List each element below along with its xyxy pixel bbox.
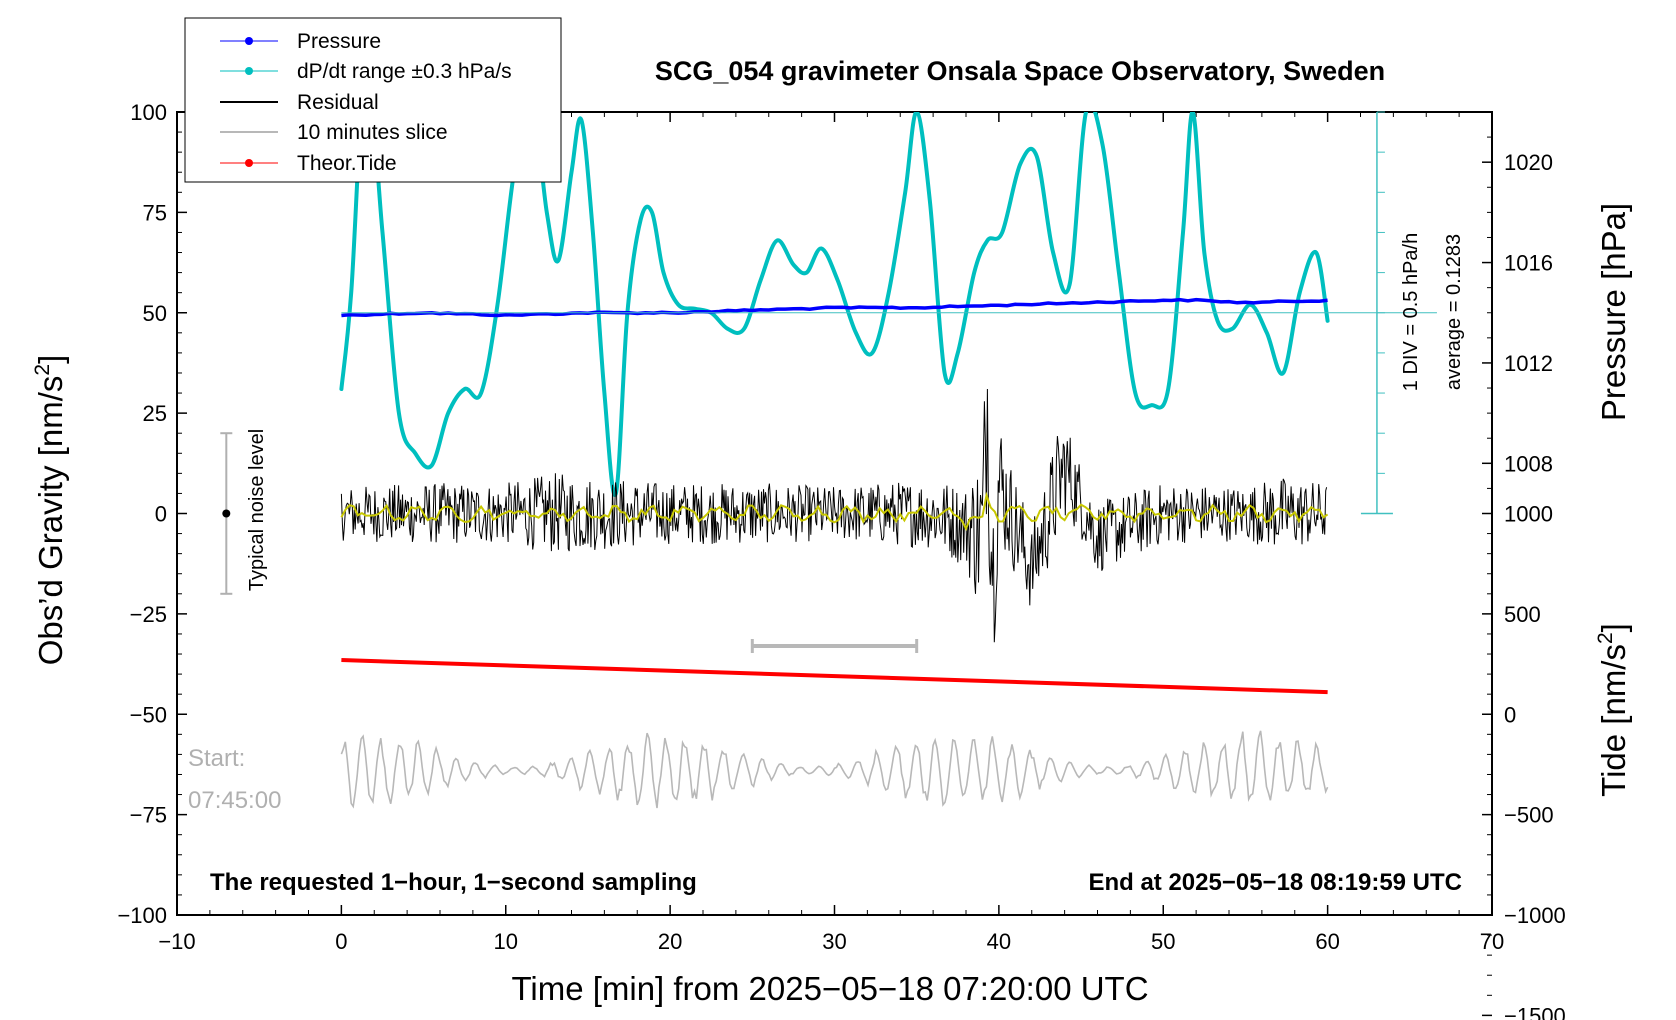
tide-tick-label: −1000 <box>1504 903 1566 928</box>
pressure-axis-title: Pressure [hPa] <box>1595 203 1632 421</box>
x-tick-label: 30 <box>822 929 846 954</box>
x-tick-label: 70 <box>1480 929 1504 954</box>
pressure-average-label: average = 0.1283 <box>1443 234 1465 390</box>
y-tick-label: 50 <box>143 301 167 326</box>
tide-axis-title-sup: 2 <box>1594 632 1617 644</box>
x-tick-label: 40 <box>987 929 1011 954</box>
legend-marker-pressure <box>245 37 253 45</box>
pressure-scale-label: 1 DIV = 0.5 hPa/h <box>1400 233 1422 391</box>
legend-item-dpdt: dP/dt range ±0.3 hPa/s <box>220 60 512 83</box>
x-tick-label: 60 <box>1315 929 1339 954</box>
footer-right-label: End at 2025−05−18 08:19:59 UTC <box>1088 869 1462 896</box>
tide-axis-title-main: Tide [nm/s <box>1595 644 1632 797</box>
legend-item-pressure: Pressure <box>220 30 381 53</box>
y-tick-label: 75 <box>143 200 167 225</box>
start-time: 07:45:00 <box>188 787 281 814</box>
tide-axis-ticks: −1500 −1000 −500 0 500 1000 <box>1482 502 1566 1020</box>
x-axis-ticks: −10 0 10 20 30 40 50 60 70 <box>158 112 1504 954</box>
legend-label-residual: Residual <box>297 91 379 114</box>
tide-axis-title-end: ] <box>1595 623 1632 632</box>
chart-title: SCG_054 gravimeter Onsala Space Observat… <box>655 56 1385 86</box>
start-label: Start: <box>188 745 245 772</box>
left-y-axis-title-end: ] <box>32 355 69 364</box>
noise-level-label: Typical noise level <box>246 429 268 591</box>
y-tick-label: 25 <box>143 401 167 426</box>
left-y-axis-title: Obs’d Gravity [nm/s2] <box>31 355 69 666</box>
y-tick-label: 0 <box>155 502 167 527</box>
tide-tick-label: −500 <box>1504 803 1554 828</box>
ten-minute-slice-line <box>340 730 1329 809</box>
pressure-tick-label: 1016 <box>1504 251 1553 276</box>
legend-item-tide: Theor.Tide <box>220 152 397 175</box>
tide-tick-label: −1500 <box>1504 1003 1566 1020</box>
legend-label-dpdt: dP/dt range ±0.3 hPa/s <box>297 60 512 83</box>
legend-label-tide: Theor.Tide <box>297 152 397 175</box>
tide-tick-label: 1000 <box>1504 502 1553 527</box>
tide-tick-label: 500 <box>1504 602 1541 627</box>
tide-axis-title: Tide [nm/s2] <box>1594 623 1632 797</box>
pressure-tick-label: 1020 <box>1504 150 1553 175</box>
legend-label-slice: 10 minutes slice <box>297 121 448 144</box>
y-tick-label: −50 <box>130 702 167 727</box>
x-tick-label: 10 <box>494 929 518 954</box>
footer-left-label: The requested 1−hour, 1−second sampling <box>210 869 697 896</box>
left-y-axis-title-main: Obs’d Gravity [nm/s <box>32 376 69 666</box>
pressure-tick-label: 1008 <box>1504 451 1553 476</box>
left-y-axis-ticks: −100 −75 −50 −25 0 25 50 75 100 <box>117 100 187 928</box>
noise-level-center-dot <box>222 509 231 518</box>
residual-series-line <box>340 388 1328 643</box>
left-y-axis-title-sup: 2 <box>31 364 54 376</box>
tide-series-line <box>341 658 1328 695</box>
annotations <box>220 111 1437 653</box>
pressure-axis-ticks: 1008 1012 1016 1020 <box>1482 111 1553 514</box>
x-axis-title: Time [min] from 2025−05−18 07:20:00 UTC <box>511 970 1148 1007</box>
y-tick-label: −100 <box>117 903 167 928</box>
x-tick-label: 0 <box>335 929 347 954</box>
y-tick-label: −75 <box>130 803 167 828</box>
x-tick-label: 20 <box>658 929 682 954</box>
dpdt-series-line <box>339 112 1330 498</box>
legend-box <box>184 17 562 183</box>
legend: Pressure dP/dt range ±0.3 hPa/s Residual… <box>184 17 562 183</box>
x-tick-label: −10 <box>158 929 195 954</box>
pressure-series-line <box>341 297 1328 318</box>
legend-item-slice: 10 minutes slice <box>220 121 448 144</box>
legend-label-pressure: Pressure <box>297 30 381 53</box>
tide-tick-label: 0 <box>1504 702 1516 727</box>
residual-smoothed-line <box>340 491 1329 532</box>
legend-marker-dpdt <box>245 67 253 75</box>
legend-item-residual: Residual <box>220 91 379 114</box>
x-tick-label: 50 <box>1151 929 1175 954</box>
pressure-tick-label: 1012 <box>1504 351 1553 376</box>
y-tick-label: −25 <box>130 602 167 627</box>
y-tick-label: 100 <box>130 100 167 125</box>
legend-marker-tide <box>245 159 253 167</box>
series-layer <box>339 112 1330 809</box>
